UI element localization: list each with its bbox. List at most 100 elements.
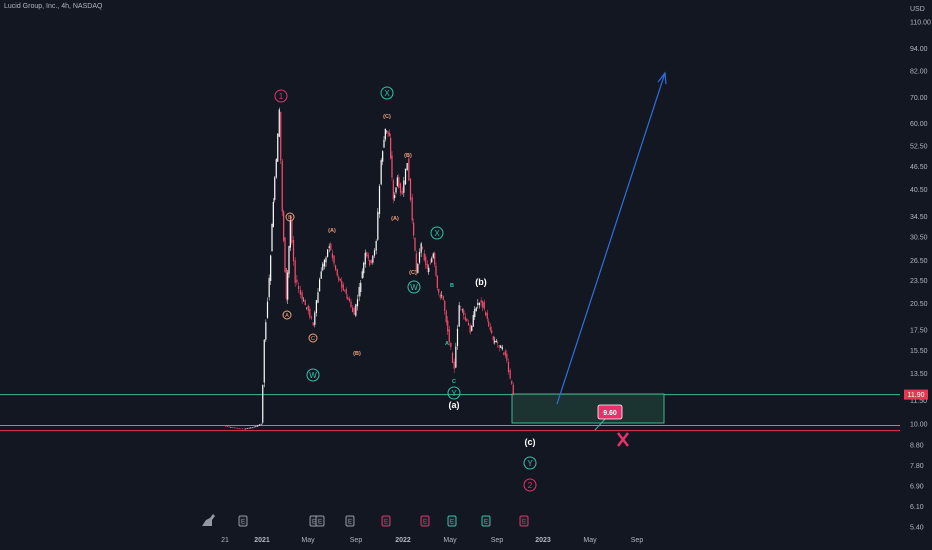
target-price-tag: 9.60 [594, 404, 623, 431]
target-zone[interactable] [511, 393, 665, 424]
candle-body [501, 347, 503, 350]
candle-body [467, 322, 470, 326]
candle-body [319, 279, 321, 292]
candle-body [299, 290, 301, 295]
candle-body [491, 330, 493, 334]
earnings-marker-icon [447, 515, 457, 527]
candle-body [426, 264, 428, 269]
candle-body [257, 425, 259, 427]
x-tick-label: 2022 [395, 537, 411, 544]
wave-circle [285, 212, 295, 222]
candle-body [451, 352, 454, 363]
candle-body [361, 271, 363, 279]
wave-label: 1 [279, 92, 284, 101]
candle-body [309, 308, 311, 318]
candle-body [327, 249, 329, 257]
x-tick-label: May [443, 537, 457, 544]
candle-body [328, 246, 330, 248]
candle-body [296, 279, 298, 283]
candle-body [350, 301, 352, 308]
y-tick-label: 30.50 [910, 234, 928, 241]
candle-body [394, 195, 396, 199]
candle-body [231, 427, 234, 429]
candle-body [336, 269, 338, 276]
candle-body [429, 263, 431, 265]
candle-body [512, 384, 514, 395]
candle-body [387, 131, 389, 134]
time-axis[interactable]: 21 2021 May Sep 2022 May Sep 2023 May Sep [221, 537, 643, 544]
candle-body [306, 307, 308, 309]
candle-body [245, 428, 247, 430]
candle-body [272, 201, 274, 227]
wave-circle [282, 310, 292, 320]
wave-circle [430, 226, 444, 240]
y-tick-label: 110.00 [910, 20, 931, 27]
x-tick-label: Sep [631, 537, 644, 544]
candle-body [322, 263, 324, 271]
currency-label: USD [910, 6, 925, 13]
candle-body [235, 427, 237, 429]
price-axis[interactable]: USD 110.00 94.00 82.00 70.00 60.00 52.50 46.50 4… [904, 6, 931, 532]
x-tick-label: Sep [491, 537, 504, 544]
candle-body [236, 428, 239, 429]
candle-body [434, 252, 436, 265]
earnings-marker-icon [519, 515, 529, 527]
candle-body [477, 302, 479, 306]
candle-body [353, 308, 355, 315]
candle-body [364, 252, 366, 265]
y-tick-label: 26.50 [910, 258, 928, 265]
candle-body [463, 310, 465, 316]
candle-body [278, 109, 280, 137]
candle-body [310, 316, 313, 319]
wave-label: W [410, 283, 418, 292]
candle-body [341, 280, 343, 288]
candle-body [411, 197, 413, 221]
last-price-box [904, 389, 928, 400]
wave-circle [306, 368, 320, 382]
wave-circle [274, 89, 288, 103]
candle-body [317, 292, 319, 303]
candle-body [472, 314, 474, 327]
y-tick-label: 15.50 [910, 348, 928, 355]
candle-body [492, 336, 494, 341]
candle-body [268, 277, 270, 298]
candle-body [460, 306, 462, 307]
candle-body [425, 256, 427, 265]
candle-body [408, 158, 410, 181]
wave-label: A [445, 341, 449, 347]
candle-body [444, 300, 446, 311]
wave-label: C [452, 379, 456, 385]
candle-body [262, 384, 264, 423]
candle-body [251, 427, 254, 429]
candle-body [298, 285, 300, 290]
x-stroke [617, 432, 629, 447]
candle-body [489, 327, 491, 331]
candle-body [283, 211, 285, 241]
candle-body [358, 287, 360, 297]
tag-box [597, 404, 623, 420]
candle-body [303, 300, 305, 302]
y-tick-label: 7.80 [910, 463, 924, 470]
candle-body [344, 290, 346, 292]
candle-body [500, 345, 502, 348]
candle-body [266, 301, 269, 318]
candle-body [265, 322, 267, 340]
arrow-line [556, 72, 666, 405]
candle-body [503, 352, 505, 355]
candle-body [285, 268, 287, 299]
earnings-marker-label: E [423, 520, 427, 526]
candle-body [289, 219, 291, 248]
candle-body [436, 275, 438, 288]
candle-body [226, 426, 229, 427]
candle-body [270, 255, 272, 281]
candle-body [331, 253, 333, 258]
y-tick-label: 52.50 [910, 143, 928, 150]
projection-arrow[interactable] [556, 71, 667, 405]
candle-body [287, 272, 289, 300]
earnings-marker-label: E [318, 520, 322, 526]
candle-body [413, 222, 415, 236]
candle-body [347, 296, 349, 300]
candle-body [498, 345, 500, 348]
